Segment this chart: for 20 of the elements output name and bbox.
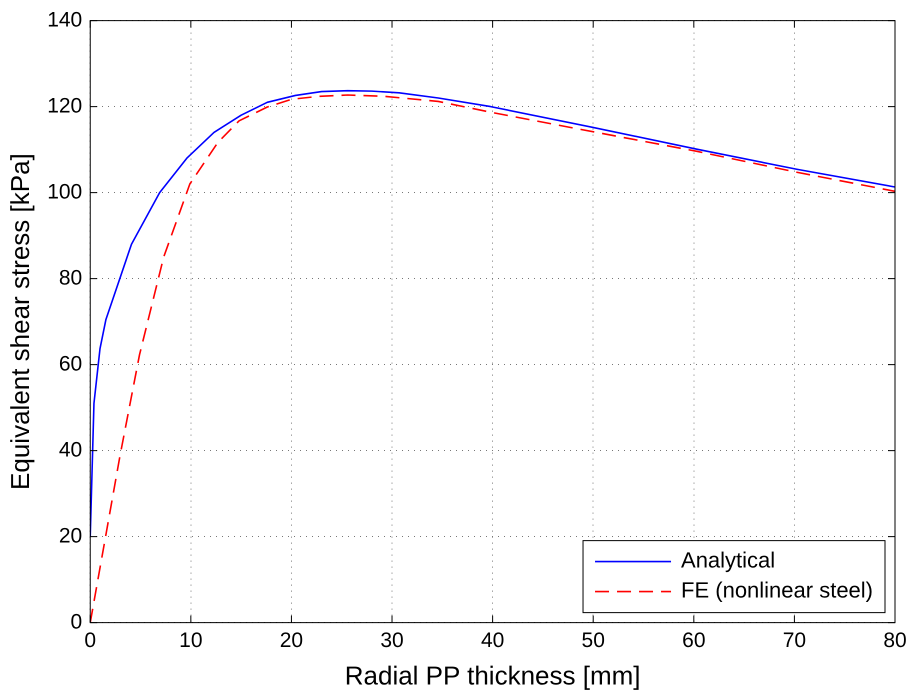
x-axis-title: Radial PP thickness [mm]	[344, 660, 640, 691]
y-tick-label: 100	[47, 180, 82, 204]
y-tick-label: 80	[58, 266, 82, 290]
x-tick-label: 50	[582, 628, 605, 652]
y-tick-label: 40	[58, 438, 82, 462]
y-axis-title: Equivalent shear stress [kPa]	[4, 153, 35, 490]
x-tick-label: 70	[782, 628, 806, 652]
y-tick-label: 60	[58, 352, 82, 376]
y-tick-label: 140	[47, 8, 82, 32]
x-tick-label: 60	[682, 628, 706, 652]
x-tick-label: 20	[280, 628, 304, 652]
legend-label: Analytical	[681, 548, 776, 573]
y-tick-label: 0	[70, 610, 82, 634]
x-tick-label: 30	[380, 628, 404, 652]
x-tick-label: 40	[480, 628, 504, 652]
x-tick-label: 10	[179, 628, 203, 652]
x-tick-label: 80	[883, 628, 907, 652]
legend-label: FE (nonlinear steel)	[681, 578, 874, 603]
y-tick-label: 20	[58, 524, 82, 548]
y-tick-label: 120	[47, 94, 82, 118]
